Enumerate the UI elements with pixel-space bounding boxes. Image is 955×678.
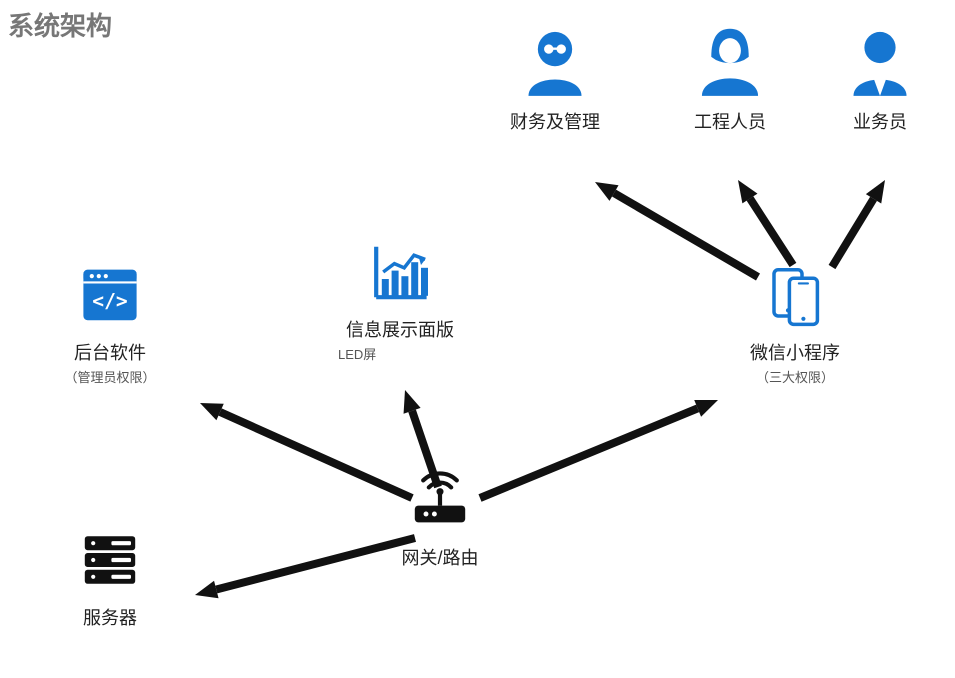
dashboard-label: 信息展示面版 [330, 316, 470, 342]
sales-label: 业务员 [810, 108, 950, 134]
person-glasses-icon [516, 21, 594, 104]
server-label: 服务器 [40, 604, 180, 630]
backend-sublabel: （管理员权限） [40, 367, 180, 386]
finance-label: 财务及管理 [485, 108, 625, 134]
wechat-node: 微信小程序 （三大权限） [725, 260, 865, 386]
wechat-label: 微信小程序 [725, 339, 865, 365]
person-tie-icon [841, 21, 919, 104]
router-icon [405, 465, 475, 540]
diagram-title: 系统架构 [8, 6, 112, 43]
gateway-node: 网关/路由 [370, 465, 510, 570]
server-icon [75, 525, 145, 600]
person-hood-icon [691, 21, 769, 104]
server-node: 服务器 [40, 525, 180, 630]
svg-text:</>: </> [92, 290, 127, 313]
phones-icon [760, 260, 830, 335]
engineer-node: 工程人员 [660, 21, 800, 134]
chart-icon [365, 237, 435, 312]
dashboard-sublabel: LED屏 [330, 344, 470, 363]
backend-node: </> 后台软件 （管理员权限） [40, 260, 180, 386]
finance-node: 财务及管理 [485, 21, 625, 134]
backend-label: 后台软件 [40, 339, 180, 365]
code-window-icon: </> [75, 260, 145, 335]
gateway-label: 网关/路由 [370, 544, 510, 570]
wechat-sublabel: （三大权限） [725, 367, 865, 386]
dashboard-node: 信息展示面版 LED屏 [330, 237, 470, 363]
sales-node: 业务员 [810, 21, 950, 134]
engineer-label: 工程人员 [660, 108, 800, 134]
